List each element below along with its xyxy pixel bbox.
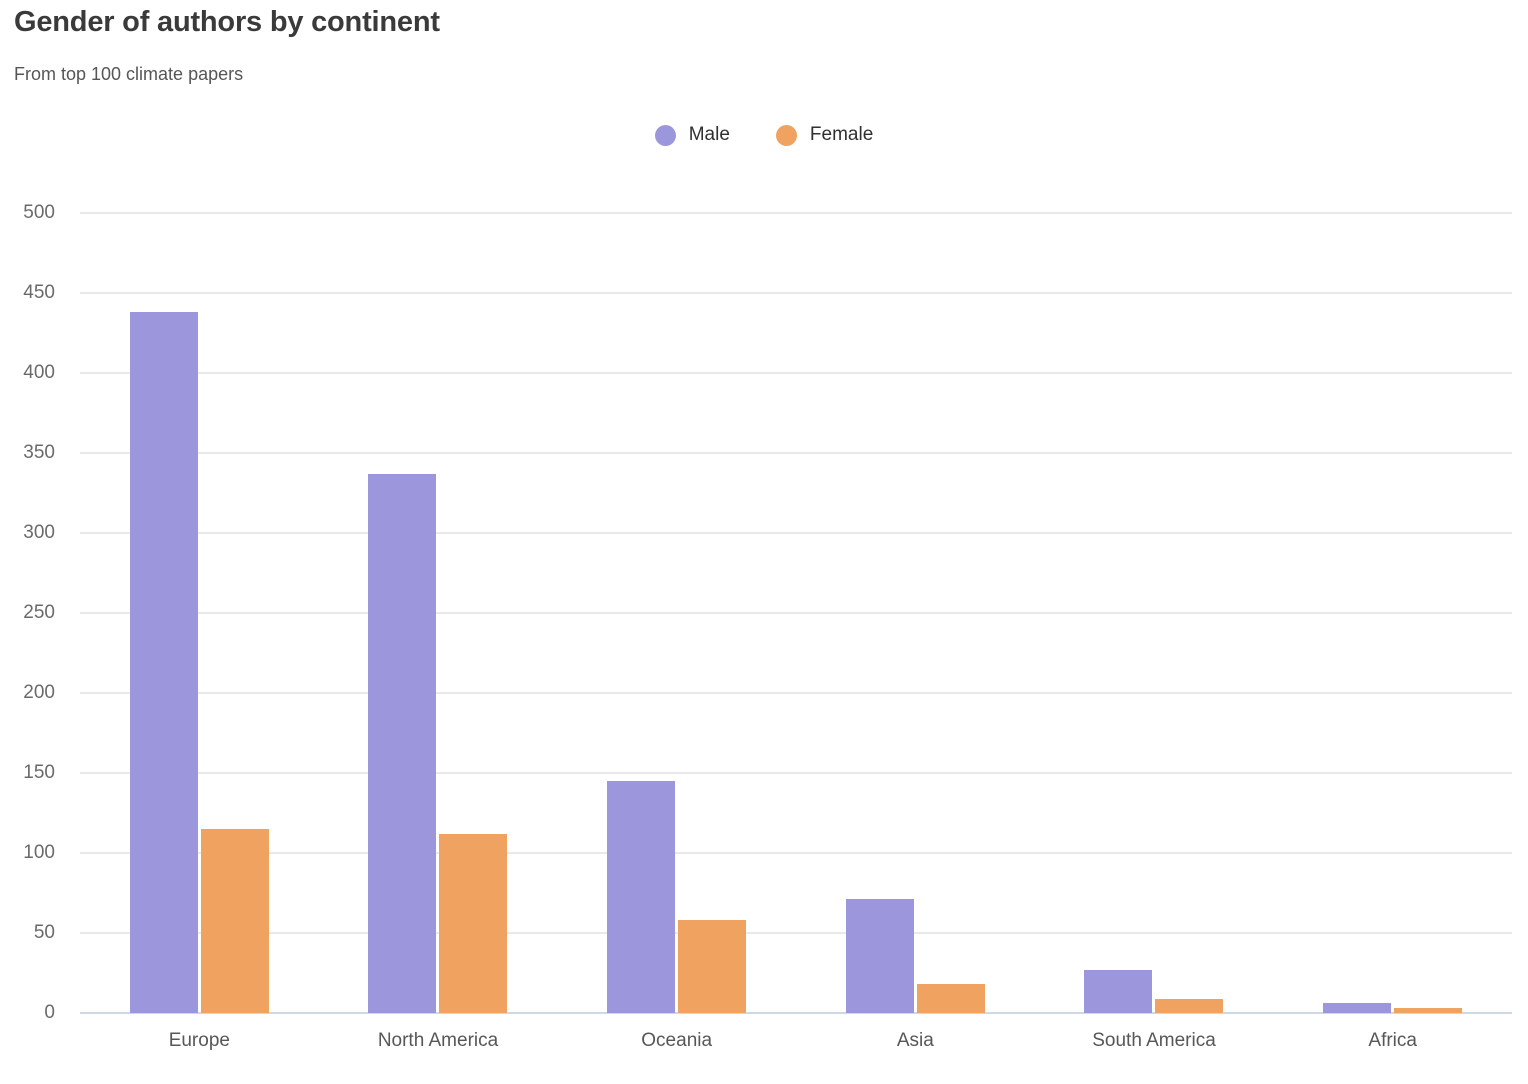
y-tick-label-150: 150 <box>23 762 55 783</box>
bar-male-asia[interactable] <box>845 899 914 1013</box>
legend: Male Female <box>0 124 1528 146</box>
grid-line-100 <box>80 852 1512 854</box>
grid-line-400 <box>80 372 1512 374</box>
grid-line-50 <box>80 932 1512 934</box>
bar-female-africa[interactable] <box>1394 1008 1463 1013</box>
legend-female-dot-icon <box>775 124 797 146</box>
legend-label-female: Female <box>809 124 874 145</box>
grid-line-250 <box>80 612 1512 614</box>
y-tick-label-350: 350 <box>23 442 55 463</box>
grid-line-300 <box>80 532 1512 534</box>
legend-item-male[interactable]: Male <box>654 124 730 146</box>
x-axis-label-africa: Africa <box>1368 1030 1417 1051</box>
bar-group-north-america <box>319 213 558 1013</box>
y-tick-label-450: 450 <box>23 282 55 303</box>
bar-male-africa[interactable] <box>1323 1003 1392 1013</box>
bar-female-europe[interactable] <box>200 829 269 1013</box>
y-tick-label-400: 400 <box>23 362 55 383</box>
bar-female-south-america[interactable] <box>1155 998 1224 1013</box>
y-tick-label-0: 0 <box>44 1002 55 1023</box>
grid-line-500 <box>80 212 1512 214</box>
bar-male-north-america[interactable] <box>368 473 437 1013</box>
x-axis-label-south-america: South America <box>1092 1030 1216 1051</box>
chart-subtitle: From top 100 climate papers <box>14 64 244 84</box>
y-tick-label-200: 200 <box>23 682 55 703</box>
grid-line-200 <box>80 692 1512 694</box>
bar-group-africa <box>1273 213 1512 1013</box>
x-axis-label-north-america: North America <box>377 1030 499 1051</box>
chart-title: Gender of authors by continent <box>14 6 440 38</box>
x-axis-label-asia: Asia <box>896 1030 934 1051</box>
bar-group-oceania <box>557 213 796 1013</box>
y-tick-label-100: 100 <box>23 842 55 863</box>
y-tick-label-50: 50 <box>33 922 55 943</box>
legend-label-male: Male <box>688 124 730 145</box>
bar-female-north-america[interactable] <box>439 833 508 1013</box>
x-axis-label-europe: Europe <box>168 1030 230 1051</box>
bar-male-europe[interactable] <box>129 312 198 1013</box>
y-tick-label-300: 300 <box>23 522 55 543</box>
bar-male-oceania[interactable] <box>607 781 676 1013</box>
x-axis-baseline <box>80 1012 1512 1014</box>
y-tick-label-500: 500 <box>23 202 55 223</box>
bar-group-south-america <box>1035 213 1274 1013</box>
grid-line-450 <box>80 292 1512 294</box>
bar-female-asia[interactable] <box>916 984 985 1013</box>
bar-female-oceania[interactable] <box>678 920 747 1013</box>
grid-line-150 <box>80 772 1512 774</box>
y-tick-label-250: 250 <box>23 602 55 623</box>
bar-group-asia <box>796 213 1035 1013</box>
x-axis-label-oceania: Oceania <box>641 1030 713 1051</box>
x-axis: Europe North America Oceania Asia South Amer… <box>80 1030 1512 1052</box>
grid-line-350 <box>80 452 1512 454</box>
legend-item-female[interactable]: Female <box>775 124 874 146</box>
legend-male-dot-icon <box>654 124 676 146</box>
bar-group-europe <box>80 213 319 1013</box>
bar-male-south-america[interactable] <box>1084 969 1153 1013</box>
y-axis: 0 50 100 150 200 250 300 350 400 450 500 <box>0 202 55 1023</box>
plot-area <box>80 212 1512 1014</box>
